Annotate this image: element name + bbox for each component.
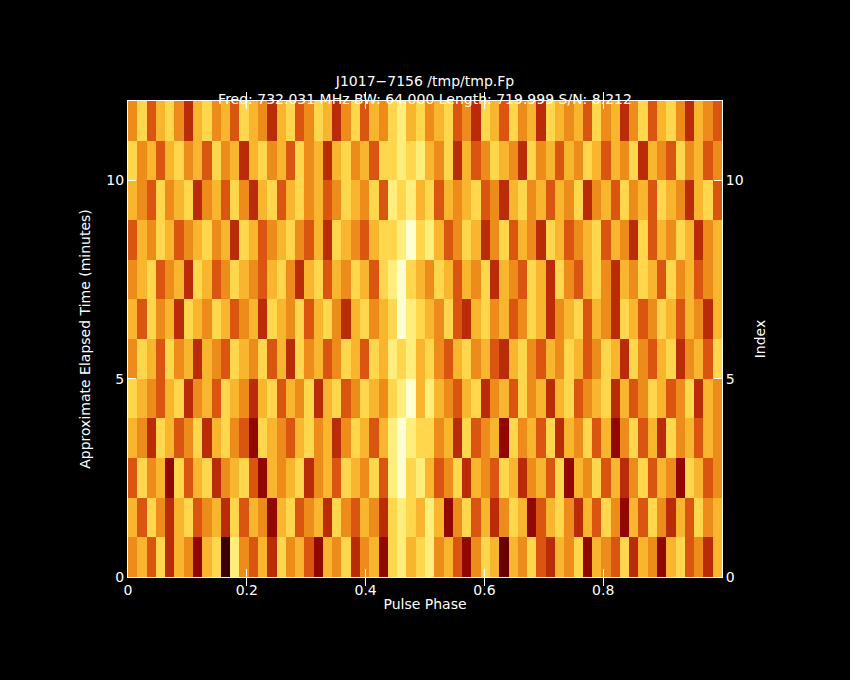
svg-text:0: 0 xyxy=(726,569,735,585)
svg-text:0.4: 0.4 xyxy=(354,582,376,598)
svg-text:J1017−7156 /tmp/tmp.FpFreq: 73: J1017−7156 /tmp/tmp.FpFreq: 732.031 MHz … xyxy=(218,73,632,107)
svg-text:Pulse Phase: Pulse Phase xyxy=(383,596,466,612)
svg-text:5: 5 xyxy=(115,371,124,387)
svg-text:0.2: 0.2 xyxy=(236,582,258,598)
svg-text:10: 10 xyxy=(726,172,744,188)
svg-text:5: 5 xyxy=(726,371,735,387)
svg-text:Index: Index xyxy=(752,320,768,359)
svg-text:10: 10 xyxy=(106,172,124,188)
svg-text:Approximate Elapsed Time (minu: Approximate Elapsed Time (minutes) xyxy=(77,209,93,469)
svg-text:0.6: 0.6 xyxy=(473,582,495,598)
svg-text:0.8: 0.8 xyxy=(592,582,614,598)
svg-text:0: 0 xyxy=(115,569,124,585)
svg-text:0: 0 xyxy=(124,582,133,598)
